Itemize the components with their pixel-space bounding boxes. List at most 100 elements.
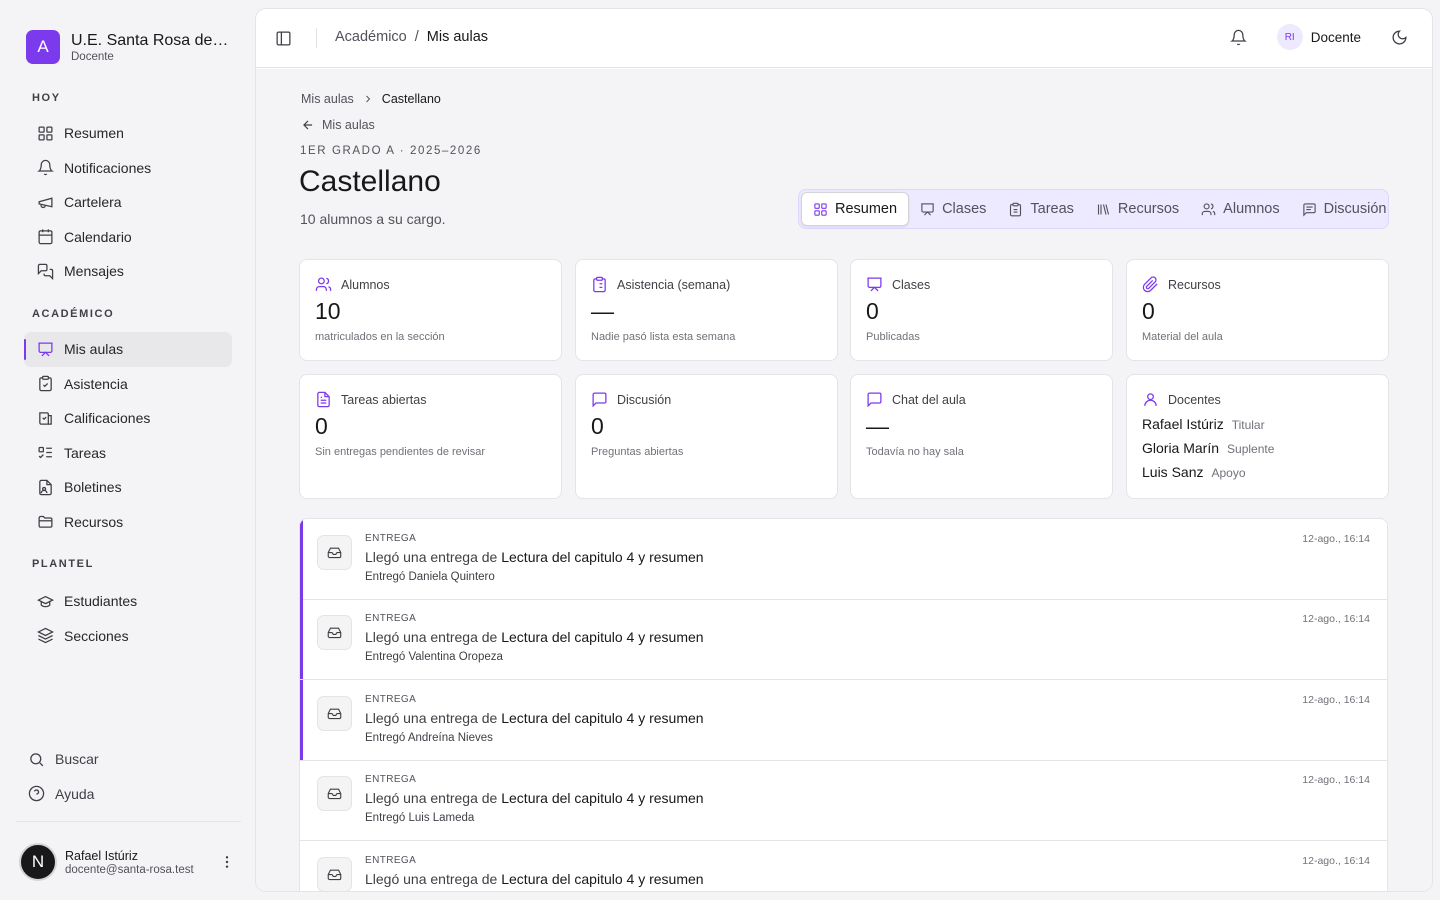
paperclip-icon [1142,276,1158,293]
feed-task-link[interactable]: Lectura del capitulo 4 y resumen [501,710,704,726]
user-role-menu[interactable]: Docente [1310,29,1361,45]
tab-alumnos[interactable]: Alumnos [1190,192,1290,226]
clipboard-list-icon [593,276,606,293]
page-subtitle: 10 alumnos a su cargo. [300,211,446,227]
sidebar-item-resumen[interactable]: Resumen [24,116,232,151]
inbox-icon [317,776,352,811]
back-link[interactable]: Mis aulas [301,118,375,132]
tab-tareas[interactable]: Tareas [997,192,1085,226]
users-icon [315,277,332,291]
card-value: 10 [315,298,341,324]
teacher-name: Luis Sanz [1142,464,1204,480]
feed-task-link[interactable]: Lectura del capitulo 4 y resumen [501,549,704,565]
sidebar-item-mensajes[interactable]: Mensajes [24,254,232,289]
arrow-left-icon [303,120,313,130]
brand-logo: A [26,30,60,64]
stat-card-clases[interactable]: Clases 0 Publicadas [850,259,1113,361]
sidebar-item-notificaciones[interactable]: Notificaciones [24,151,232,186]
sidebar-item-recursos[interactable]: Recursos [24,505,232,540]
feed-item[interactable]: ENTREGA Llegó una entrega de Lectura del… [300,519,1387,600]
bell-icon [37,160,54,176]
section-eyebrow: 1ER GRADO A · 2025–2026 [300,145,482,157]
tab-resumen[interactable]: Resumen [801,192,910,226]
card-value: 0 [591,413,604,439]
breadcrumb-current: Castellano [381,92,441,106]
stat-card-discusion[interactable]: Discusión 0 Preguntas abiertas [575,374,838,499]
teacher-role: Suplente [1227,442,1275,456]
stat-card-chat-del-aula[interactable]: Chat del aula — Todavía no hay sala [850,374,1113,499]
stat-card-recursos[interactable]: Recursos 0 Material del aula [1126,259,1389,361]
sidebar-item-label: Boletines [64,479,122,496]
sidebar-item-boletines[interactable]: Boletines [24,470,232,505]
teachers-card[interactable]: Docentes Rafael Istúriz Titular Gloria M… [1126,374,1389,499]
card-note: Todavía no hay sala [866,446,964,458]
moon-icon[interactable] [1391,29,1408,46]
sidebar-item-tareas[interactable]: Tareas [24,436,232,471]
feed-prefix: Llegó una entrega de [365,629,498,645]
activity-feed: ENTREGA Llegó una entrega de Lectura del… [299,518,1388,891]
sidebar-item-estudiantes[interactable]: Estudiantes [24,584,232,619]
feed-kind: ENTREGA [365,855,417,866]
sidebar-item-mis-aulas[interactable]: Mis aulas [24,332,232,367]
card-label: Alumnos [341,277,390,292]
sidebar-toggle-icon[interactable] [275,30,292,47]
search-icon [30,752,44,767]
sidebar-item-label: Secciones [64,627,129,644]
more-vertical-icon[interactable] [219,854,235,870]
card-label: Docentes [1168,392,1221,407]
feed-item[interactable]: ENTREGA Llegó una entrega de Lectura del… [300,760,1387,841]
message-square-icon [867,392,882,408]
card-header: Clases [866,276,930,293]
feed-title: Llegó una entrega de Lectura del capitul… [365,871,704,887]
tab-recursos[interactable]: Recursos [1085,192,1190,226]
teacher-row: Gloria Marín Suplente [1142,440,1274,464]
inbox-icon [317,857,352,891]
feed-prefix: Llegó una entrega de [365,871,498,887]
sidebar-item-secciones[interactable]: Secciones [24,619,232,654]
card-header: Tareas abiertas [315,391,426,408]
feed-timestamp: 12-ago., 16:14 [1302,613,1370,625]
breadcrumb-academico[interactable]: Académico [335,29,407,45]
feed-item[interactable]: ENTREGA Llegó una entrega de Lectura del… [300,599,1387,680]
card-label: Chat del aula [892,392,966,407]
feed-task-link[interactable]: Lectura del capitulo 4 y resumen [501,629,704,645]
sidebar-item-calendario[interactable]: Calendario [24,220,232,255]
teacher-name: Gloria Marín [1142,440,1220,456]
user-card[interactable]: N Rafael Istúriz docente@santa-rosa.test [19,843,239,881]
tab-discusion[interactable]: Discusión [1291,192,1398,226]
feed-timestamp: 12-ago., 16:14 [1302,855,1370,867]
sidebar-item-cartelera[interactable]: Cartelera [24,185,232,220]
tab-clases[interactable]: Clases [909,192,997,226]
card-note: Material del aula [1142,331,1223,343]
feed-item[interactable]: ENTREGA Llegó una entrega de Lectura del… [300,680,1387,761]
card-value: 0 [1142,298,1155,324]
breadcrumb-mis-aulas[interactable]: Mis aulas [301,92,354,106]
search-button[interactable]: Buscar [16,742,241,777]
avatar[interactable]: RI [1276,24,1303,50]
messages-icon [37,263,54,280]
feed-submitter: Entregó Valentina Oropeza [365,651,503,663]
sidebar-divider [16,821,241,822]
sidebar-item-calificaciones[interactable]: Calificaciones [24,401,232,436]
feed-title: Llegó una entrega de Lectura del capitul… [365,549,704,565]
feed-kind: ENTREGA [365,533,417,544]
feed-task-link[interactable]: Lectura del capitulo 4 y resumen [501,790,704,806]
stat-card-alumnos[interactable]: Alumnos 10 matriculados en la sección [299,259,562,361]
stat-card-asistencia[interactable]: Asistencia (semana) — Nadie pasó lista e… [575,259,838,361]
sidebar-item-asistencia[interactable]: Asistencia [24,367,232,402]
stat-card-tareas-abiertas[interactable]: Tareas abiertas 0 Sin entregas pendiente… [299,374,562,499]
bell-icon[interactable] [1229,29,1247,46]
feed-kind: ENTREGA [365,613,417,624]
feed-task-link[interactable]: Lectura del capitulo 4 y resumen [501,871,704,887]
chevron-right-icon [365,95,371,103]
feed-item[interactable]: ENTREGA Llegó una entrega de Lectura del… [300,841,1387,891]
graduation-cap-icon [37,595,54,608]
feed-kind: ENTREGA [365,774,417,785]
help-button[interactable]: Ayuda [16,777,241,812]
breadcrumb: Académico / Mis aulas [335,29,488,45]
feed-title: Llegó una entrega de Lectura del capitul… [365,790,704,806]
brand[interactable]: A U.E. Santa Rosa de Lima Docente [26,30,231,64]
inbox-icon [317,696,352,731]
sidebar-item-label: Calendario [64,228,132,245]
main-panel: Académico / Mis aulas RI Docente Mis aul… [256,9,1432,891]
